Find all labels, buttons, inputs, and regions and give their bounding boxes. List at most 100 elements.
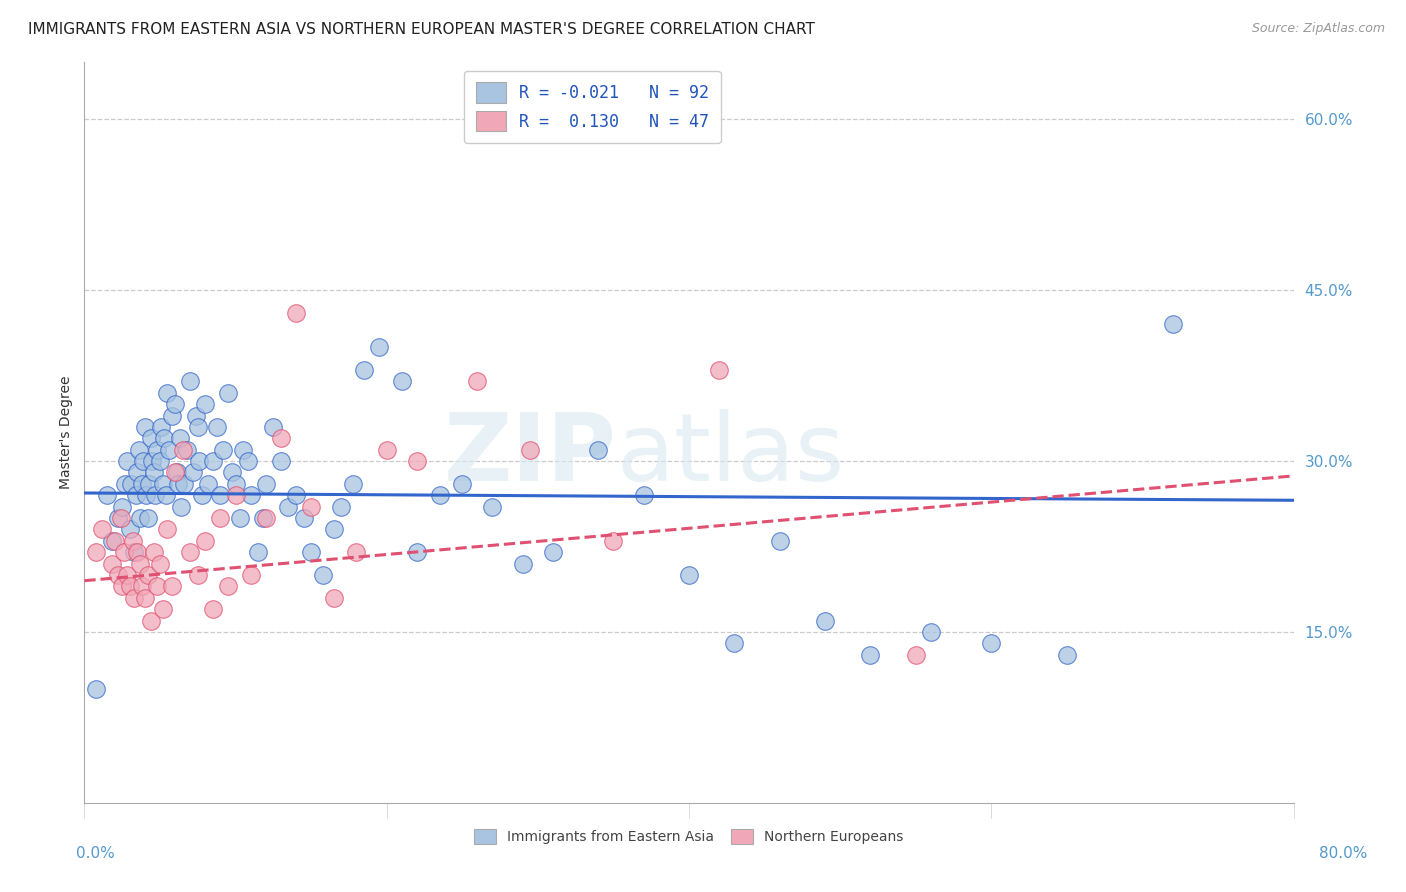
Point (588, 442, 610, 457)
Point (346, 545, 368, 559)
Point (187, 420, 209, 434)
Point (197, 476, 219, 491)
Point (135, 488, 157, 502)
Point (107, 568, 129, 582)
Point (131, 579, 153, 593)
Point (723, 636, 745, 650)
Point (541, 545, 564, 559)
Point (110, 511, 132, 525)
Point (111, 579, 134, 593)
Point (239, 568, 262, 582)
Point (146, 442, 169, 457)
Point (322, 591, 344, 605)
Point (904, 648, 927, 662)
Point (120, 476, 142, 491)
Point (186, 409, 208, 423)
Point (342, 476, 364, 491)
Point (209, 511, 232, 525)
Point (91, 523, 114, 537)
Text: 80.0%: 80.0% (1319, 846, 1367, 861)
Point (312, 568, 335, 582)
Point (128, 442, 150, 457)
Point (217, 579, 239, 593)
Point (134, 420, 156, 434)
Point (181, 466, 204, 480)
Point (769, 533, 792, 548)
Point (236, 454, 259, 468)
Point (152, 476, 174, 491)
Point (166, 466, 188, 480)
Point (353, 363, 375, 377)
Point (187, 568, 209, 582)
Point (169, 431, 191, 445)
Point (160, 409, 183, 423)
Point (149, 557, 172, 571)
Point (602, 533, 624, 548)
Point (127, 466, 149, 480)
Point (285, 488, 308, 502)
Point (167, 476, 190, 491)
Point (391, 375, 413, 389)
Point (141, 454, 163, 468)
Point (100, 557, 122, 571)
Point (481, 500, 503, 514)
Y-axis label: Master's Degree: Master's Degree (59, 376, 73, 490)
Point (136, 511, 159, 525)
Point (920, 624, 942, 639)
Point (225, 488, 247, 502)
Text: atlas: atlas (616, 409, 845, 500)
Point (270, 454, 292, 468)
Point (270, 431, 292, 445)
Text: IMMIGRANTS FROM EASTERN ASIA VS NORTHERN EUROPEAN MASTER'S DEGREE CORRELATION CH: IMMIGRANTS FROM EASTERN ASIA VS NORTHERN… (28, 22, 815, 37)
Point (1161, 318, 1184, 332)
Point (179, 545, 201, 559)
Point (160, 579, 183, 593)
Point (212, 442, 235, 457)
Point (176, 442, 198, 457)
Point (225, 476, 247, 491)
Point (139, 614, 162, 628)
Point (678, 568, 700, 582)
Point (299, 500, 322, 514)
Point (86, 545, 108, 559)
Point (136, 568, 159, 582)
Point (191, 488, 214, 502)
Point (247, 545, 270, 559)
Point (221, 466, 243, 480)
Point (209, 488, 232, 502)
Point (114, 476, 136, 491)
Point (322, 523, 344, 537)
Point (146, 579, 169, 593)
Point (139, 431, 162, 445)
Point (467, 375, 489, 389)
Point (150, 420, 173, 434)
Point (179, 375, 201, 389)
Point (814, 614, 837, 628)
Point (86, 681, 108, 696)
Point (149, 454, 172, 468)
Point (201, 454, 224, 468)
Point (131, 476, 153, 491)
Point (633, 488, 655, 502)
Text: 0.0%: 0.0% (76, 846, 115, 861)
Point (254, 476, 277, 491)
Text: Source: ZipAtlas.com: Source: ZipAtlas.com (1251, 22, 1385, 36)
Point (138, 476, 160, 491)
Point (96, 488, 118, 502)
Point (277, 500, 299, 514)
Point (709, 363, 731, 377)
Point (112, 545, 135, 559)
Point (254, 511, 277, 525)
Point (194, 397, 217, 411)
Point (512, 557, 534, 571)
Point (188, 454, 211, 468)
Point (153, 431, 176, 445)
Point (170, 500, 193, 514)
Point (1056, 648, 1078, 662)
Point (142, 466, 165, 480)
Point (115, 568, 138, 582)
Point (194, 533, 217, 548)
Point (129, 511, 152, 525)
Point (375, 442, 398, 457)
Point (292, 511, 315, 525)
